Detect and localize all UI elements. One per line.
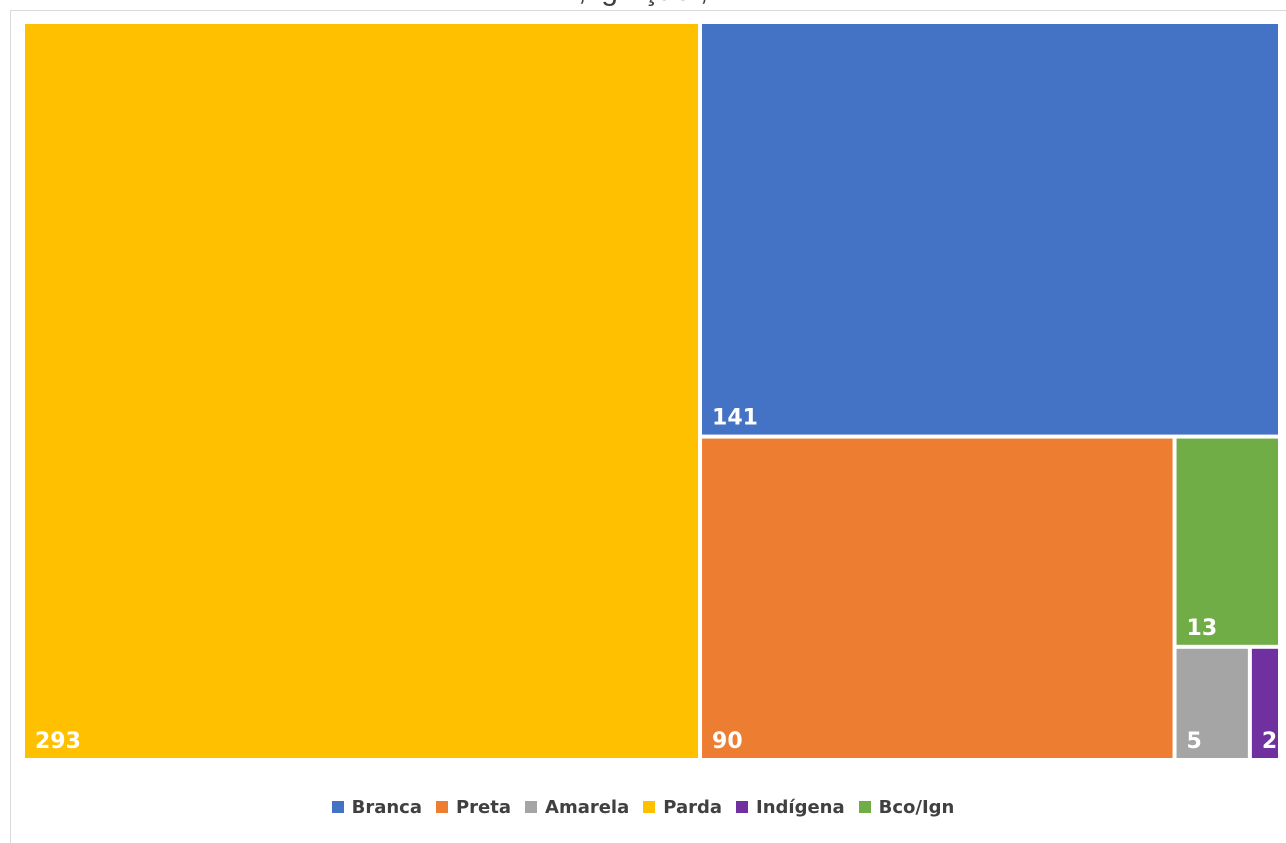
treemap-tile-parda bbox=[25, 24, 699, 758]
chart-title-fragment: , ign ção , bbox=[0, 0, 1286, 10]
legend-swatch-parda bbox=[643, 801, 656, 813]
legend-item-parda: Parda bbox=[643, 797, 722, 818]
treemap-tile-branca bbox=[702, 24, 1278, 435]
treemap-tile-preta bbox=[702, 438, 1173, 758]
legend-swatch-amarela bbox=[525, 801, 538, 813]
legend-swatch-bco-ign bbox=[858, 801, 871, 813]
legend-item-amarela: Amarela bbox=[525, 797, 629, 818]
legend-swatch-indigena bbox=[736, 801, 749, 813]
data-label-amarela: 5 bbox=[1187, 729, 1202, 754]
legend-label-bco-ign: Bco/Ign bbox=[878, 796, 955, 818]
legend-label-amarela: Amarela bbox=[545, 796, 630, 818]
legend-swatch-branca bbox=[331, 801, 344, 813]
treemap-tile-amarela bbox=[1176, 648, 1248, 758]
data-label-parda: 293 bbox=[35, 729, 81, 754]
chart-legend: Branca Preta Amarela Parda Indígena Bco/Ign bbox=[0, 792, 1286, 822]
chart-frame bbox=[10, 10, 1286, 843]
legend-label-branca: Branca bbox=[351, 796, 422, 818]
legend-swatch-preta bbox=[435, 801, 448, 813]
data-label-indigena: 2 bbox=[1262, 729, 1277, 754]
legend-label-indigena: Indígena bbox=[756, 796, 845, 818]
legend-item-indigena: Indígena bbox=[736, 797, 845, 818]
data-label-branca: 141 bbox=[712, 406, 758, 431]
legend-item-preta: Preta bbox=[435, 796, 512, 818]
legend-item-bco-ign: Bco/Ign bbox=[858, 796, 955, 818]
treemap-tile-bco-ign bbox=[1176, 438, 1278, 645]
data-label-bco-ign: 13 bbox=[1187, 616, 1218, 641]
data-label-preta: 90 bbox=[712, 729, 743, 754]
legend-item-branca: Branca bbox=[331, 796, 422, 818]
legend-label-preta: Preta bbox=[455, 796, 512, 818]
treemap-tile-indigena bbox=[1251, 648, 1278, 758]
legend-label-parda: Parda bbox=[663, 796, 723, 818]
